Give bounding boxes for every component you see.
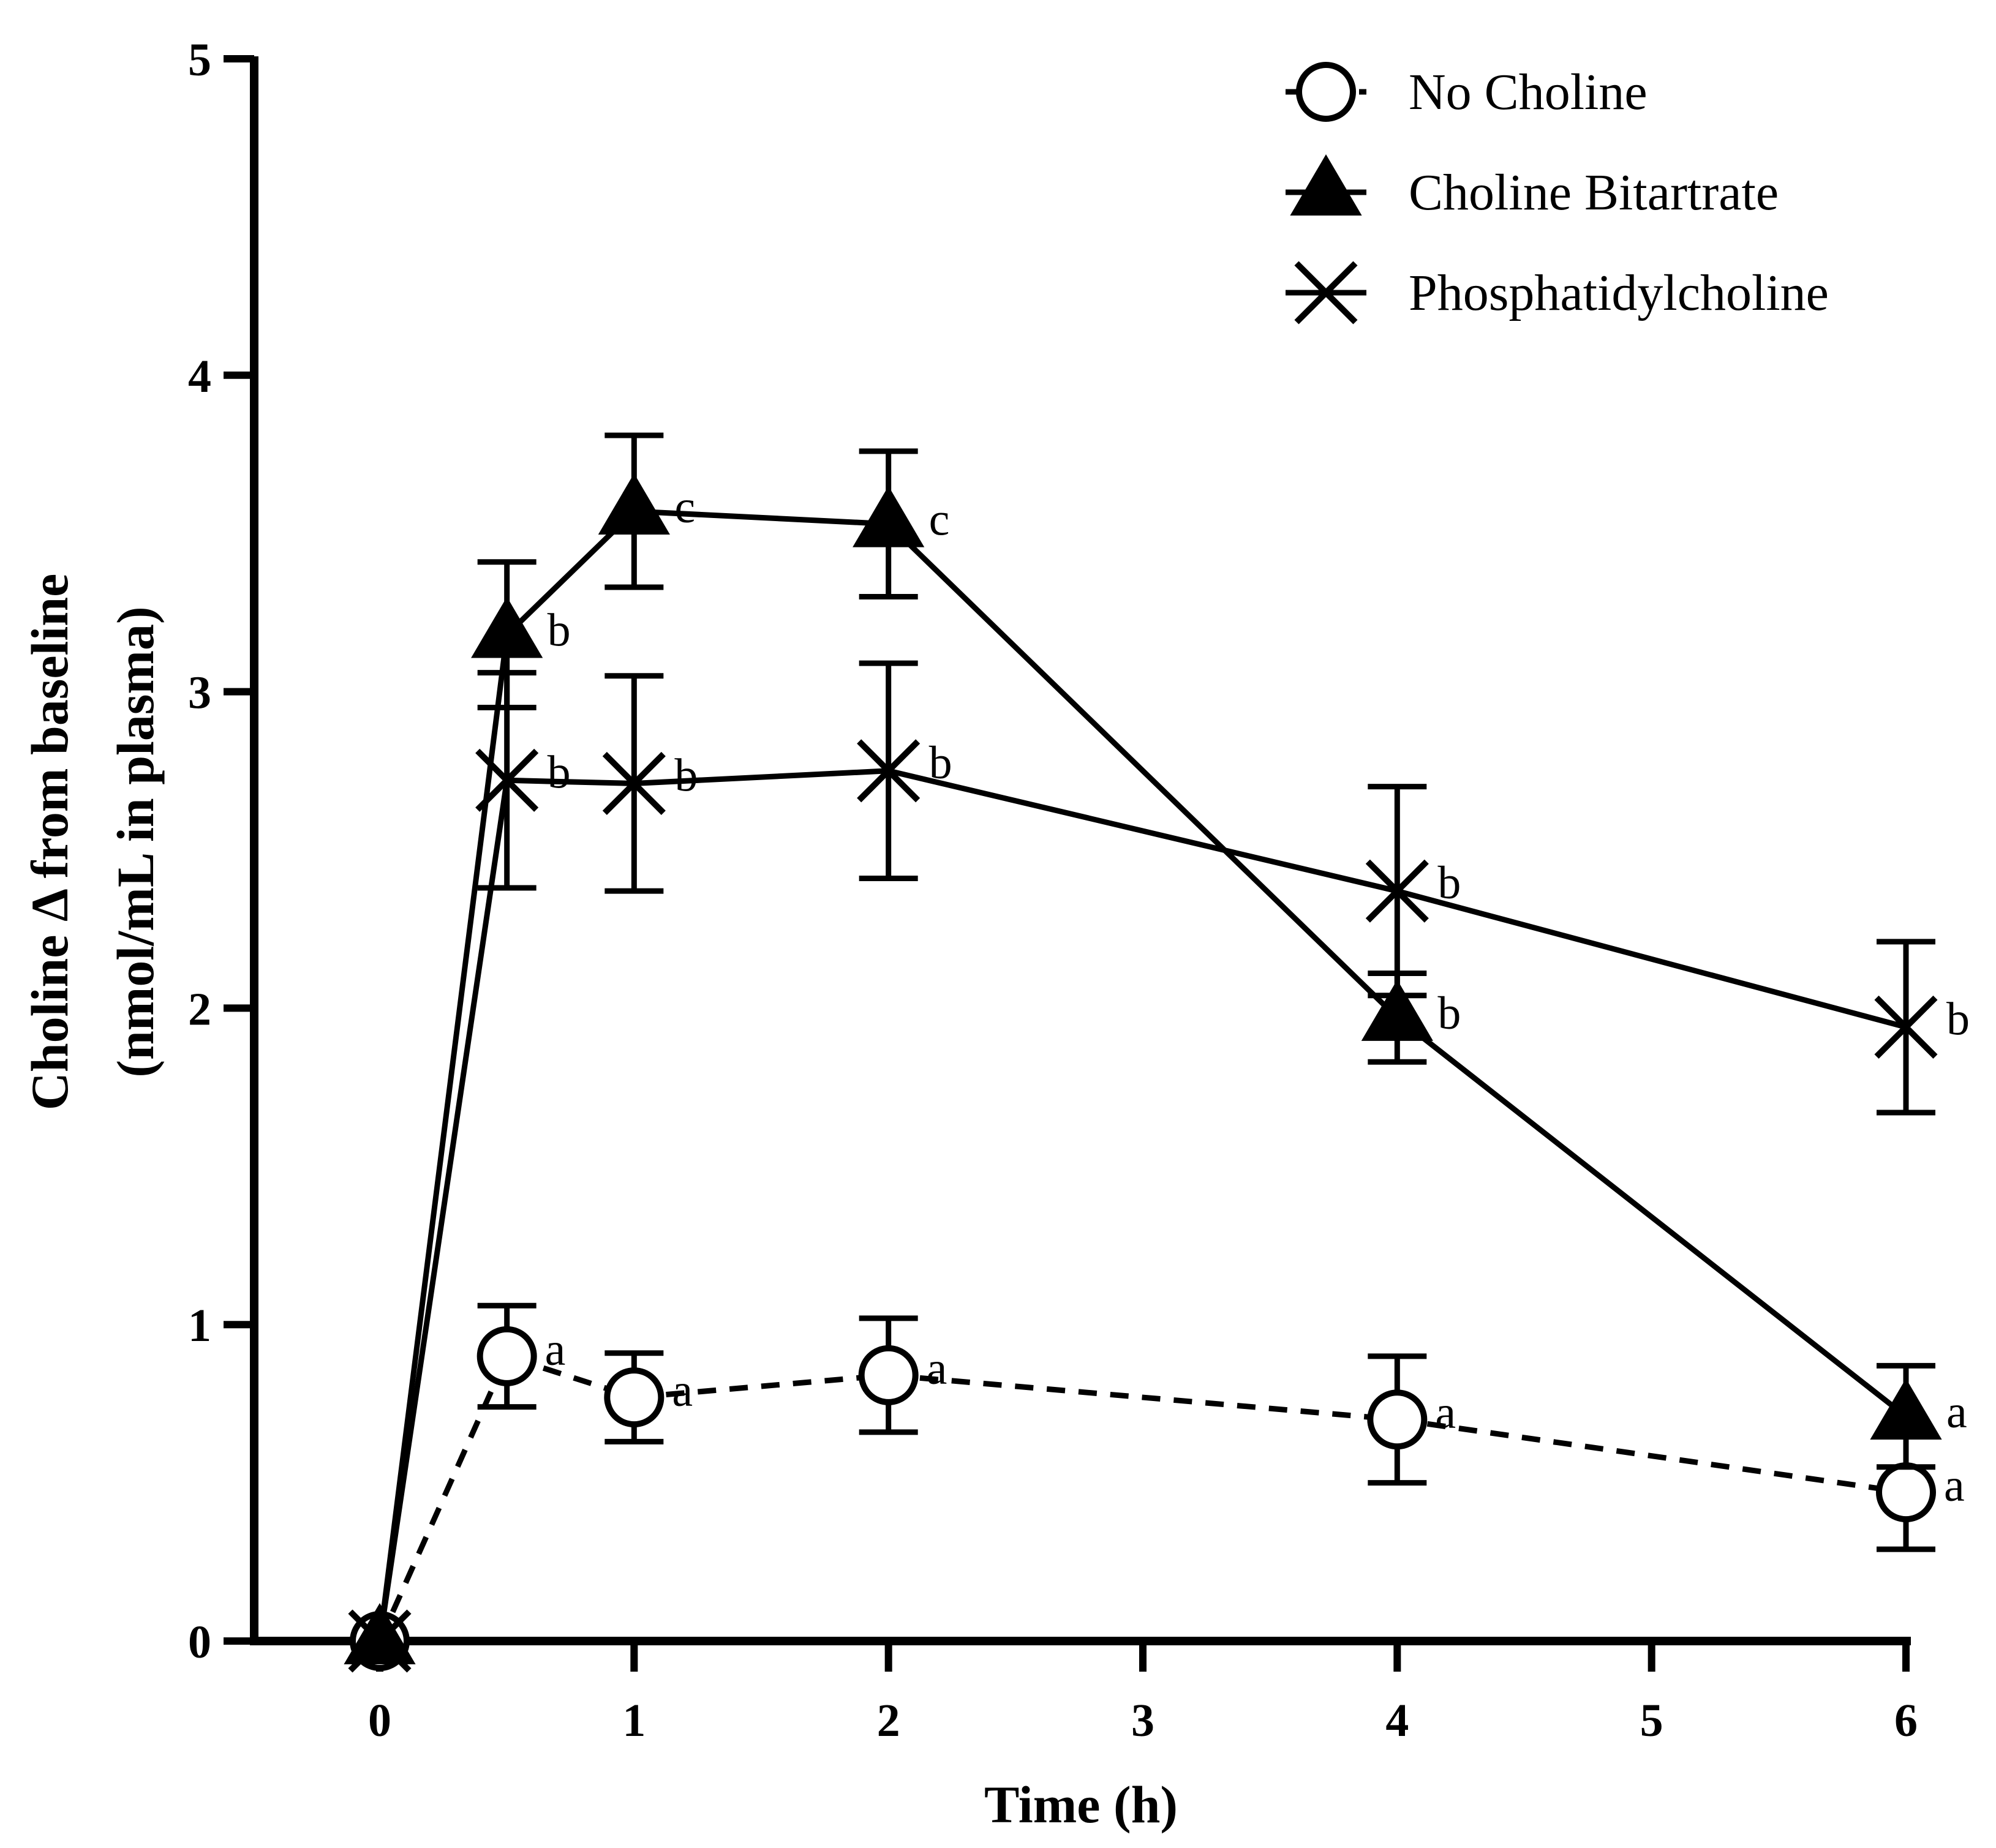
significance-label: c bbox=[929, 494, 950, 546]
y-tick-label: 1 bbox=[188, 1300, 211, 1351]
data-point bbox=[471, 596, 543, 658]
x-tick-label: 6 bbox=[1894, 1695, 1918, 1746]
significance-label: b bbox=[548, 605, 571, 656]
significance-label: b bbox=[674, 749, 698, 801]
significance-label: b bbox=[1946, 993, 1970, 1045]
y-tick-label: 4 bbox=[188, 351, 211, 402]
data-point bbox=[857, 739, 921, 803]
series-phosphatidylcholine: b b b b b bbox=[348, 660, 1970, 1673]
series-line-no-choline bbox=[377, 1353, 1907, 1642]
y-axis-title-line2: (nmol/mL in plasma) bbox=[106, 606, 165, 1077]
significance-label: c bbox=[674, 481, 695, 533]
legend-item-choline-bitartrate: Choline Bitartrate bbox=[1286, 154, 1779, 221]
legend-label: No Choline bbox=[1409, 64, 1648, 121]
axes: 0 1 2 3 4 5 0 1 2 3 4 5 6 bbox=[188, 34, 1918, 1746]
y-tick-label: 2 bbox=[188, 983, 211, 1035]
significance-label: b bbox=[1437, 988, 1461, 1039]
data-point bbox=[475, 748, 539, 812]
legend-label: Phosphatidylcholine bbox=[1409, 265, 1829, 321]
data-point bbox=[604, 1367, 665, 1428]
series-line-phosphatidylcholine bbox=[377, 768, 1907, 1642]
legend: No Choline Choline Bitartrate Phosphatidyl… bbox=[1286, 62, 1829, 325]
data-point bbox=[853, 486, 925, 547]
y-axis-title-line1: Choline Δ from baseline bbox=[20, 574, 79, 1111]
data-point bbox=[1365, 859, 1429, 923]
y-axis-title: Choline Δ from baseline (nmol/mL in plas… bbox=[20, 574, 165, 1111]
series-line-choline-bitartrate bbox=[377, 508, 1908, 1642]
legend-item-phosphatidylcholine: Phosphatidylcholine bbox=[1286, 261, 1829, 325]
x-marker-stroke bbox=[1294, 261, 1358, 325]
legend-marker bbox=[1290, 154, 1362, 216]
x-marker-stroke bbox=[1874, 995, 1938, 1059]
significance-label: a bbox=[545, 1324, 566, 1375]
y-tick-label: 5 bbox=[188, 34, 211, 86]
series-no-choline: aa aaa bbox=[350, 1302, 1965, 1671]
x-tick-label: 1 bbox=[622, 1695, 646, 1746]
data-point bbox=[476, 1326, 537, 1386]
significance-label: b bbox=[929, 737, 952, 789]
data-point bbox=[1367, 1389, 1428, 1450]
legend-marker bbox=[1296, 62, 1356, 122]
legend-item-no-choline: No Choline bbox=[1286, 62, 1648, 122]
data-point bbox=[602, 751, 666, 816]
x-tick-label: 0 bbox=[368, 1695, 391, 1746]
significance-label: b bbox=[548, 746, 571, 798]
x-marker-stroke bbox=[475, 748, 539, 812]
x-tick-label: 4 bbox=[1385, 1695, 1409, 1746]
significance-label: a bbox=[1946, 1386, 1967, 1438]
significance-label: a bbox=[1944, 1460, 1965, 1511]
series-choline-bitartrate: b c c b a bbox=[344, 432, 1967, 1664]
legend-marker bbox=[1294, 261, 1358, 325]
significance-label: a bbox=[927, 1343, 947, 1394]
significance-label: b bbox=[1437, 857, 1461, 909]
x-marker-stroke bbox=[602, 751, 666, 816]
data-point bbox=[1876, 1462, 1936, 1523]
significance-label: a bbox=[1435, 1387, 1456, 1438]
x-marker-stroke bbox=[1365, 859, 1429, 923]
x-axis-title: Time (h) bbox=[984, 1775, 1178, 1834]
data-point bbox=[858, 1345, 919, 1405]
significance-label: a bbox=[672, 1365, 693, 1416]
data-point bbox=[1874, 995, 1938, 1059]
y-tick-label: 0 bbox=[188, 1617, 211, 1668]
x-tick-label: 5 bbox=[1640, 1695, 1663, 1746]
x-marker-stroke bbox=[857, 739, 921, 803]
y-tick-label: 3 bbox=[188, 667, 211, 719]
data-point bbox=[1870, 1378, 1942, 1440]
data-point bbox=[598, 473, 670, 535]
x-tick-label: 2 bbox=[877, 1695, 900, 1746]
x-tick-label: 3 bbox=[1131, 1695, 1154, 1746]
data-point bbox=[1361, 979, 1433, 1041]
data-point bbox=[348, 1609, 412, 1673]
legend-label: Choline Bitartrate bbox=[1409, 164, 1779, 221]
x-marker-stroke bbox=[348, 1609, 412, 1673]
